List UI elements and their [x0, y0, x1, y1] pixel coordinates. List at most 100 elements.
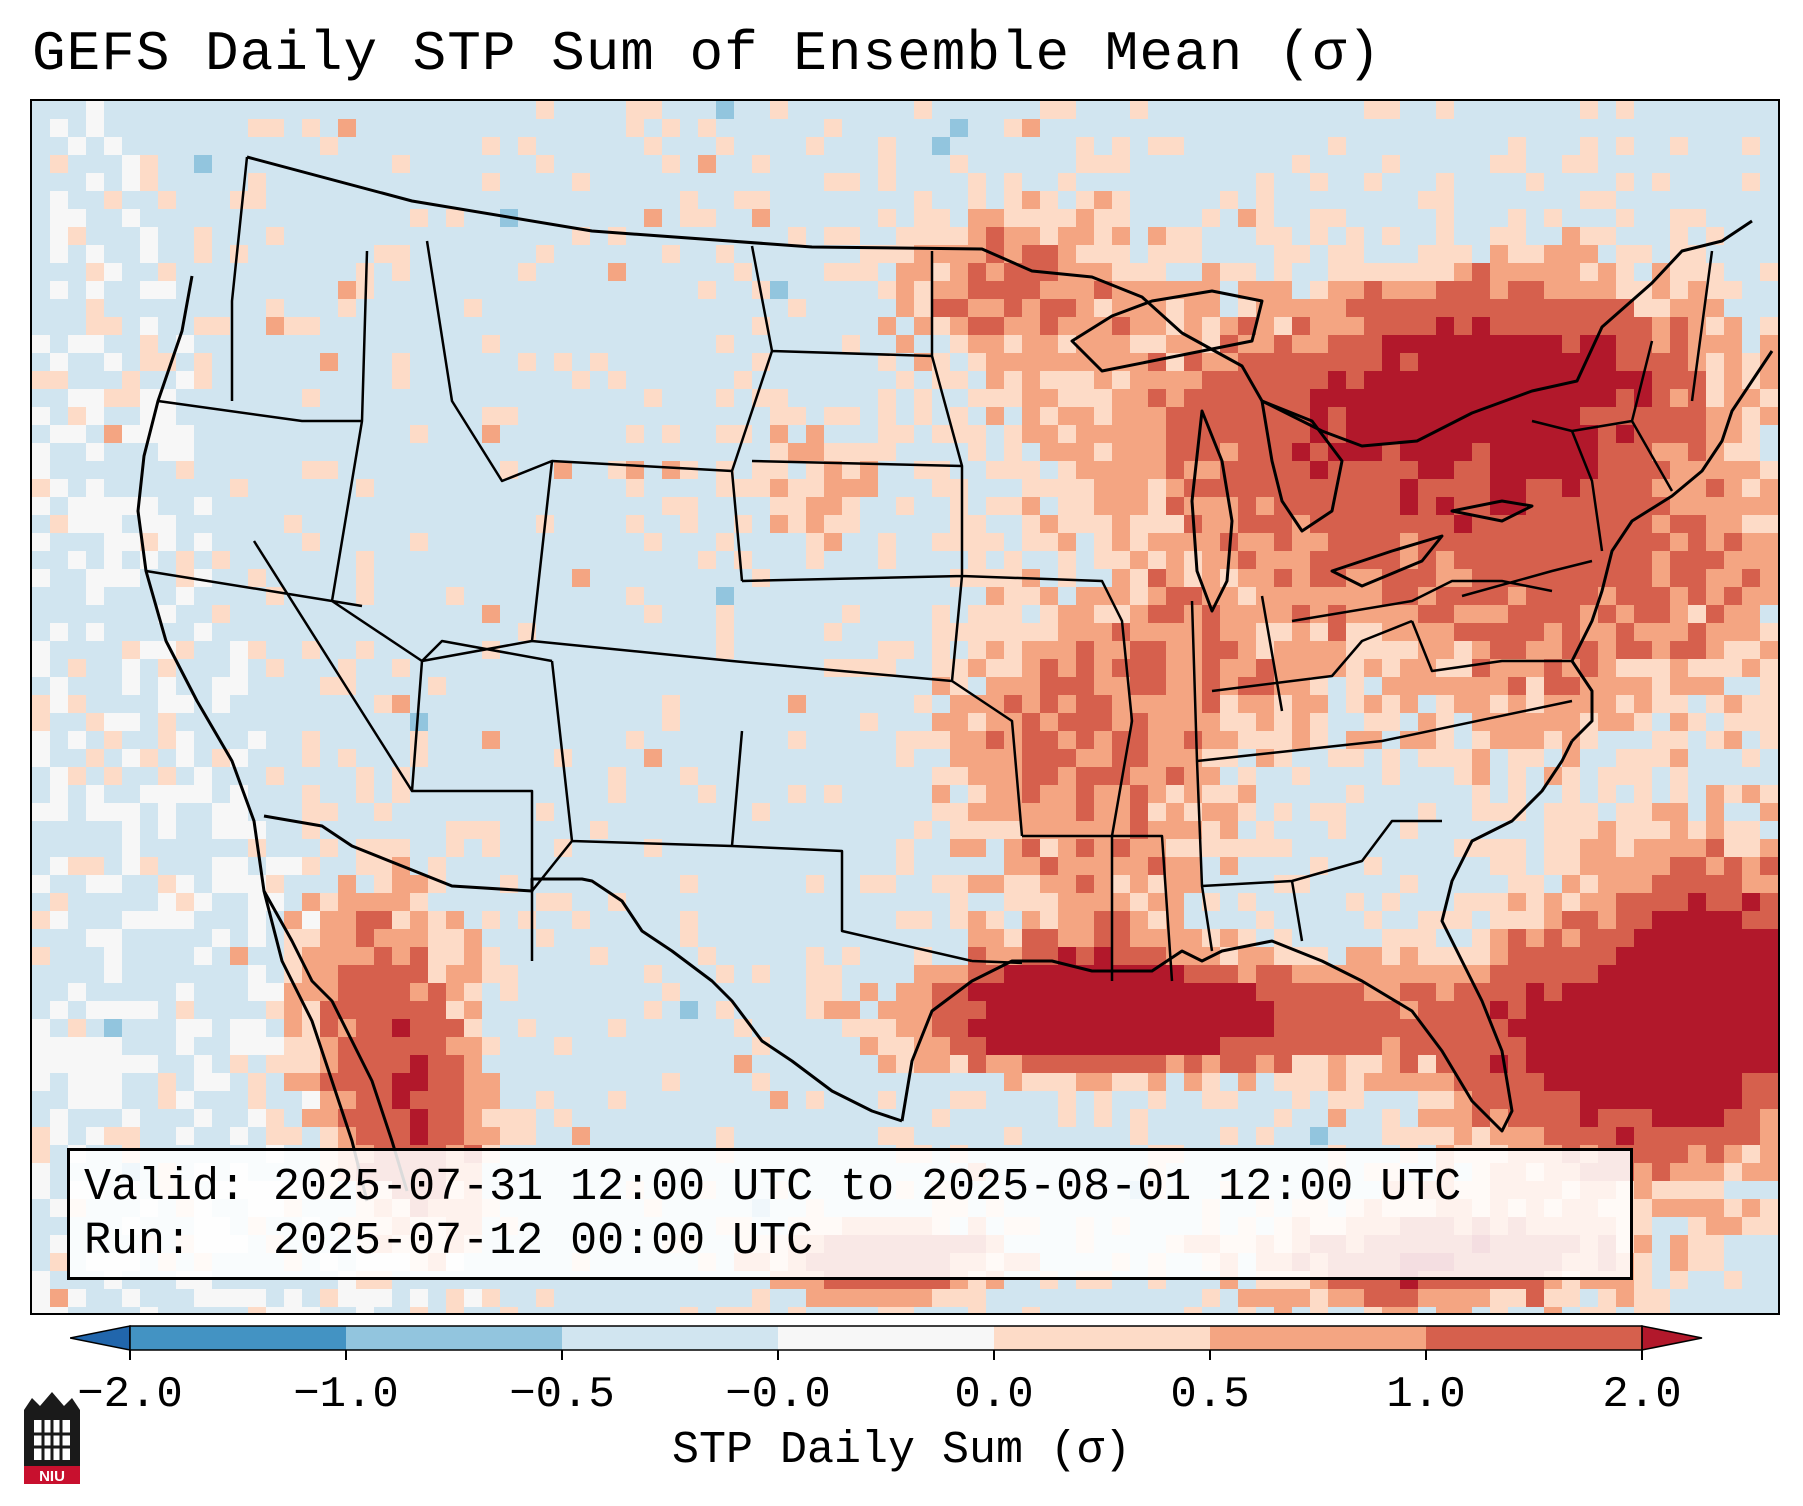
field-cell	[644, 749, 662, 767]
field-cell	[914, 101, 932, 119]
field-cell	[1454, 623, 1472, 641]
field-cell	[1130, 515, 1148, 533]
field-cell	[716, 641, 734, 659]
field-cell	[1058, 785, 1076, 803]
field-cell	[824, 1289, 842, 1307]
field-cell	[842, 1289, 860, 1307]
field-cell	[1076, 713, 1094, 731]
field-cell	[140, 749, 158, 767]
field-cell	[1310, 389, 1328, 407]
field-cell	[194, 623, 212, 641]
field-cell	[1364, 641, 1382, 659]
field-cell	[1670, 587, 1688, 605]
field-cell	[1418, 317, 1436, 335]
field-cell	[374, 1073, 392, 1091]
field-cell	[806, 533, 824, 551]
field-cell	[842, 1001, 860, 1019]
field-cell	[932, 641, 950, 659]
field-cell	[1400, 605, 1418, 623]
field-cell	[1202, 767, 1220, 785]
field-cell	[230, 641, 248, 659]
field-cell	[842, 515, 860, 533]
field-cell	[950, 371, 968, 389]
field-cell	[230, 1127, 248, 1145]
field-cell	[194, 227, 212, 245]
field-cell	[122, 1001, 140, 1019]
field-cell	[1706, 1001, 1724, 1019]
field-cell	[1616, 605, 1634, 623]
field-cell	[1256, 983, 1274, 1001]
colorbar-bin	[346, 1326, 562, 1350]
field-cell	[1634, 479, 1652, 497]
field-cell	[1022, 785, 1040, 803]
field-cell	[1670, 209, 1688, 227]
field-cell	[1688, 1055, 1706, 1073]
field-cell	[1670, 1109, 1688, 1127]
field-cell	[1742, 821, 1760, 839]
field-cell	[554, 461, 572, 479]
field-cell	[1364, 713, 1382, 731]
field-cell	[1634, 857, 1652, 875]
field-cell	[176, 371, 194, 389]
field-cell	[1310, 173, 1328, 191]
field-cell	[1418, 1289, 1436, 1307]
field-cell	[1364, 497, 1382, 515]
field-cell	[968, 443, 986, 461]
field-cell	[824, 983, 842, 1001]
field-cell	[1634, 659, 1652, 677]
field-cell	[1364, 947, 1382, 965]
field-cell	[1274, 1289, 1292, 1307]
field-cell	[1256, 371, 1274, 389]
field-cell	[896, 263, 914, 281]
field-cell	[1598, 479, 1616, 497]
field-cell	[1364, 695, 1382, 713]
field-cell	[1058, 605, 1076, 623]
field-cell	[1724, 443, 1742, 461]
field-cell	[1634, 335, 1652, 353]
field-cell	[968, 317, 986, 335]
field-cell	[1436, 335, 1454, 353]
field-cell	[1742, 857, 1760, 875]
field-cell	[1238, 893, 1256, 911]
field-cell	[1166, 533, 1184, 551]
field-cell	[1706, 1163, 1724, 1181]
field-cell	[158, 803, 176, 821]
field-cell	[482, 425, 500, 443]
field-cell	[1742, 497, 1760, 515]
field-cell	[464, 1019, 482, 1037]
field-cell	[1580, 821, 1598, 839]
field-cell	[1688, 1199, 1706, 1217]
field-cell	[428, 983, 446, 1001]
field-cell	[356, 1307, 374, 1313]
field-cell	[986, 983, 1004, 1001]
field-cell	[1454, 263, 1472, 281]
field-cell	[86, 101, 104, 119]
field-cell	[1652, 1199, 1670, 1217]
field-cell	[374, 965, 392, 983]
field-cell	[1310, 353, 1328, 371]
field-cell	[1202, 605, 1220, 623]
field-cell	[1724, 497, 1742, 515]
field-cell	[1202, 785, 1220, 803]
field-cell	[1742, 353, 1760, 371]
field-cell	[1364, 1307, 1382, 1313]
field-cell	[194, 947, 212, 965]
field-cell	[1436, 623, 1454, 641]
field-cell	[50, 227, 68, 245]
field-cell	[788, 497, 806, 515]
field-cell	[824, 479, 842, 497]
field-cell	[1112, 371, 1130, 389]
field-cell	[1328, 1055, 1346, 1073]
field-cell	[1328, 803, 1346, 821]
field-cell	[1382, 551, 1400, 569]
field-cell	[1760, 1145, 1778, 1163]
field-cell	[1418, 569, 1436, 587]
field-cell	[1634, 1091, 1652, 1109]
field-cell	[1670, 731, 1688, 749]
field-cell	[1724, 587, 1742, 605]
field-cell	[878, 1001, 896, 1019]
field-cell	[1310, 281, 1328, 299]
field-cell	[1292, 983, 1310, 1001]
field-cell	[1598, 425, 1616, 443]
field-cell	[1382, 1073, 1400, 1091]
